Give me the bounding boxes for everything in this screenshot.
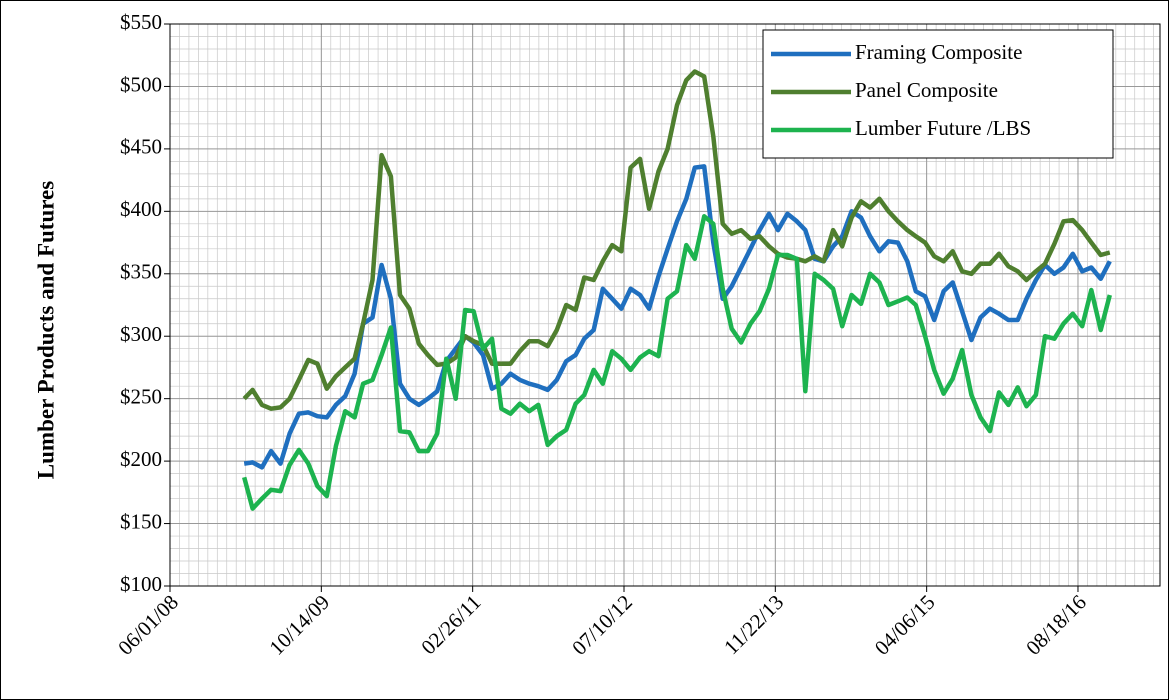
legend-label: Panel Composite (855, 78, 998, 102)
y-tick-label: $400 (120, 197, 162, 221)
y-axis-label: Lumber Products and Futures (33, 181, 58, 479)
legend-label: Framing Composite (855, 40, 1022, 64)
y-tick-label: $300 (120, 322, 162, 346)
y-tick-label: $150 (120, 509, 162, 533)
series-line (242, 214, 1112, 511)
series-line (243, 164, 1112, 470)
legend-label: Lumber Future /LBS (855, 116, 1031, 140)
y-tick-label: $350 (120, 260, 162, 284)
y-tick-label: $550 (120, 10, 162, 34)
y-tick-label: $500 (120, 72, 162, 96)
series-line (242, 69, 1111, 411)
y-tick-label: $450 (120, 135, 162, 159)
y-tick-label: $100 (120, 572, 162, 596)
y-tick-label: $250 (120, 384, 162, 408)
y-tick-label: $200 (120, 447, 162, 471)
plot-frame (169, 23, 1161, 587)
legend: Framing Composite Panel Composite Lumber F… (762, 29, 1114, 159)
